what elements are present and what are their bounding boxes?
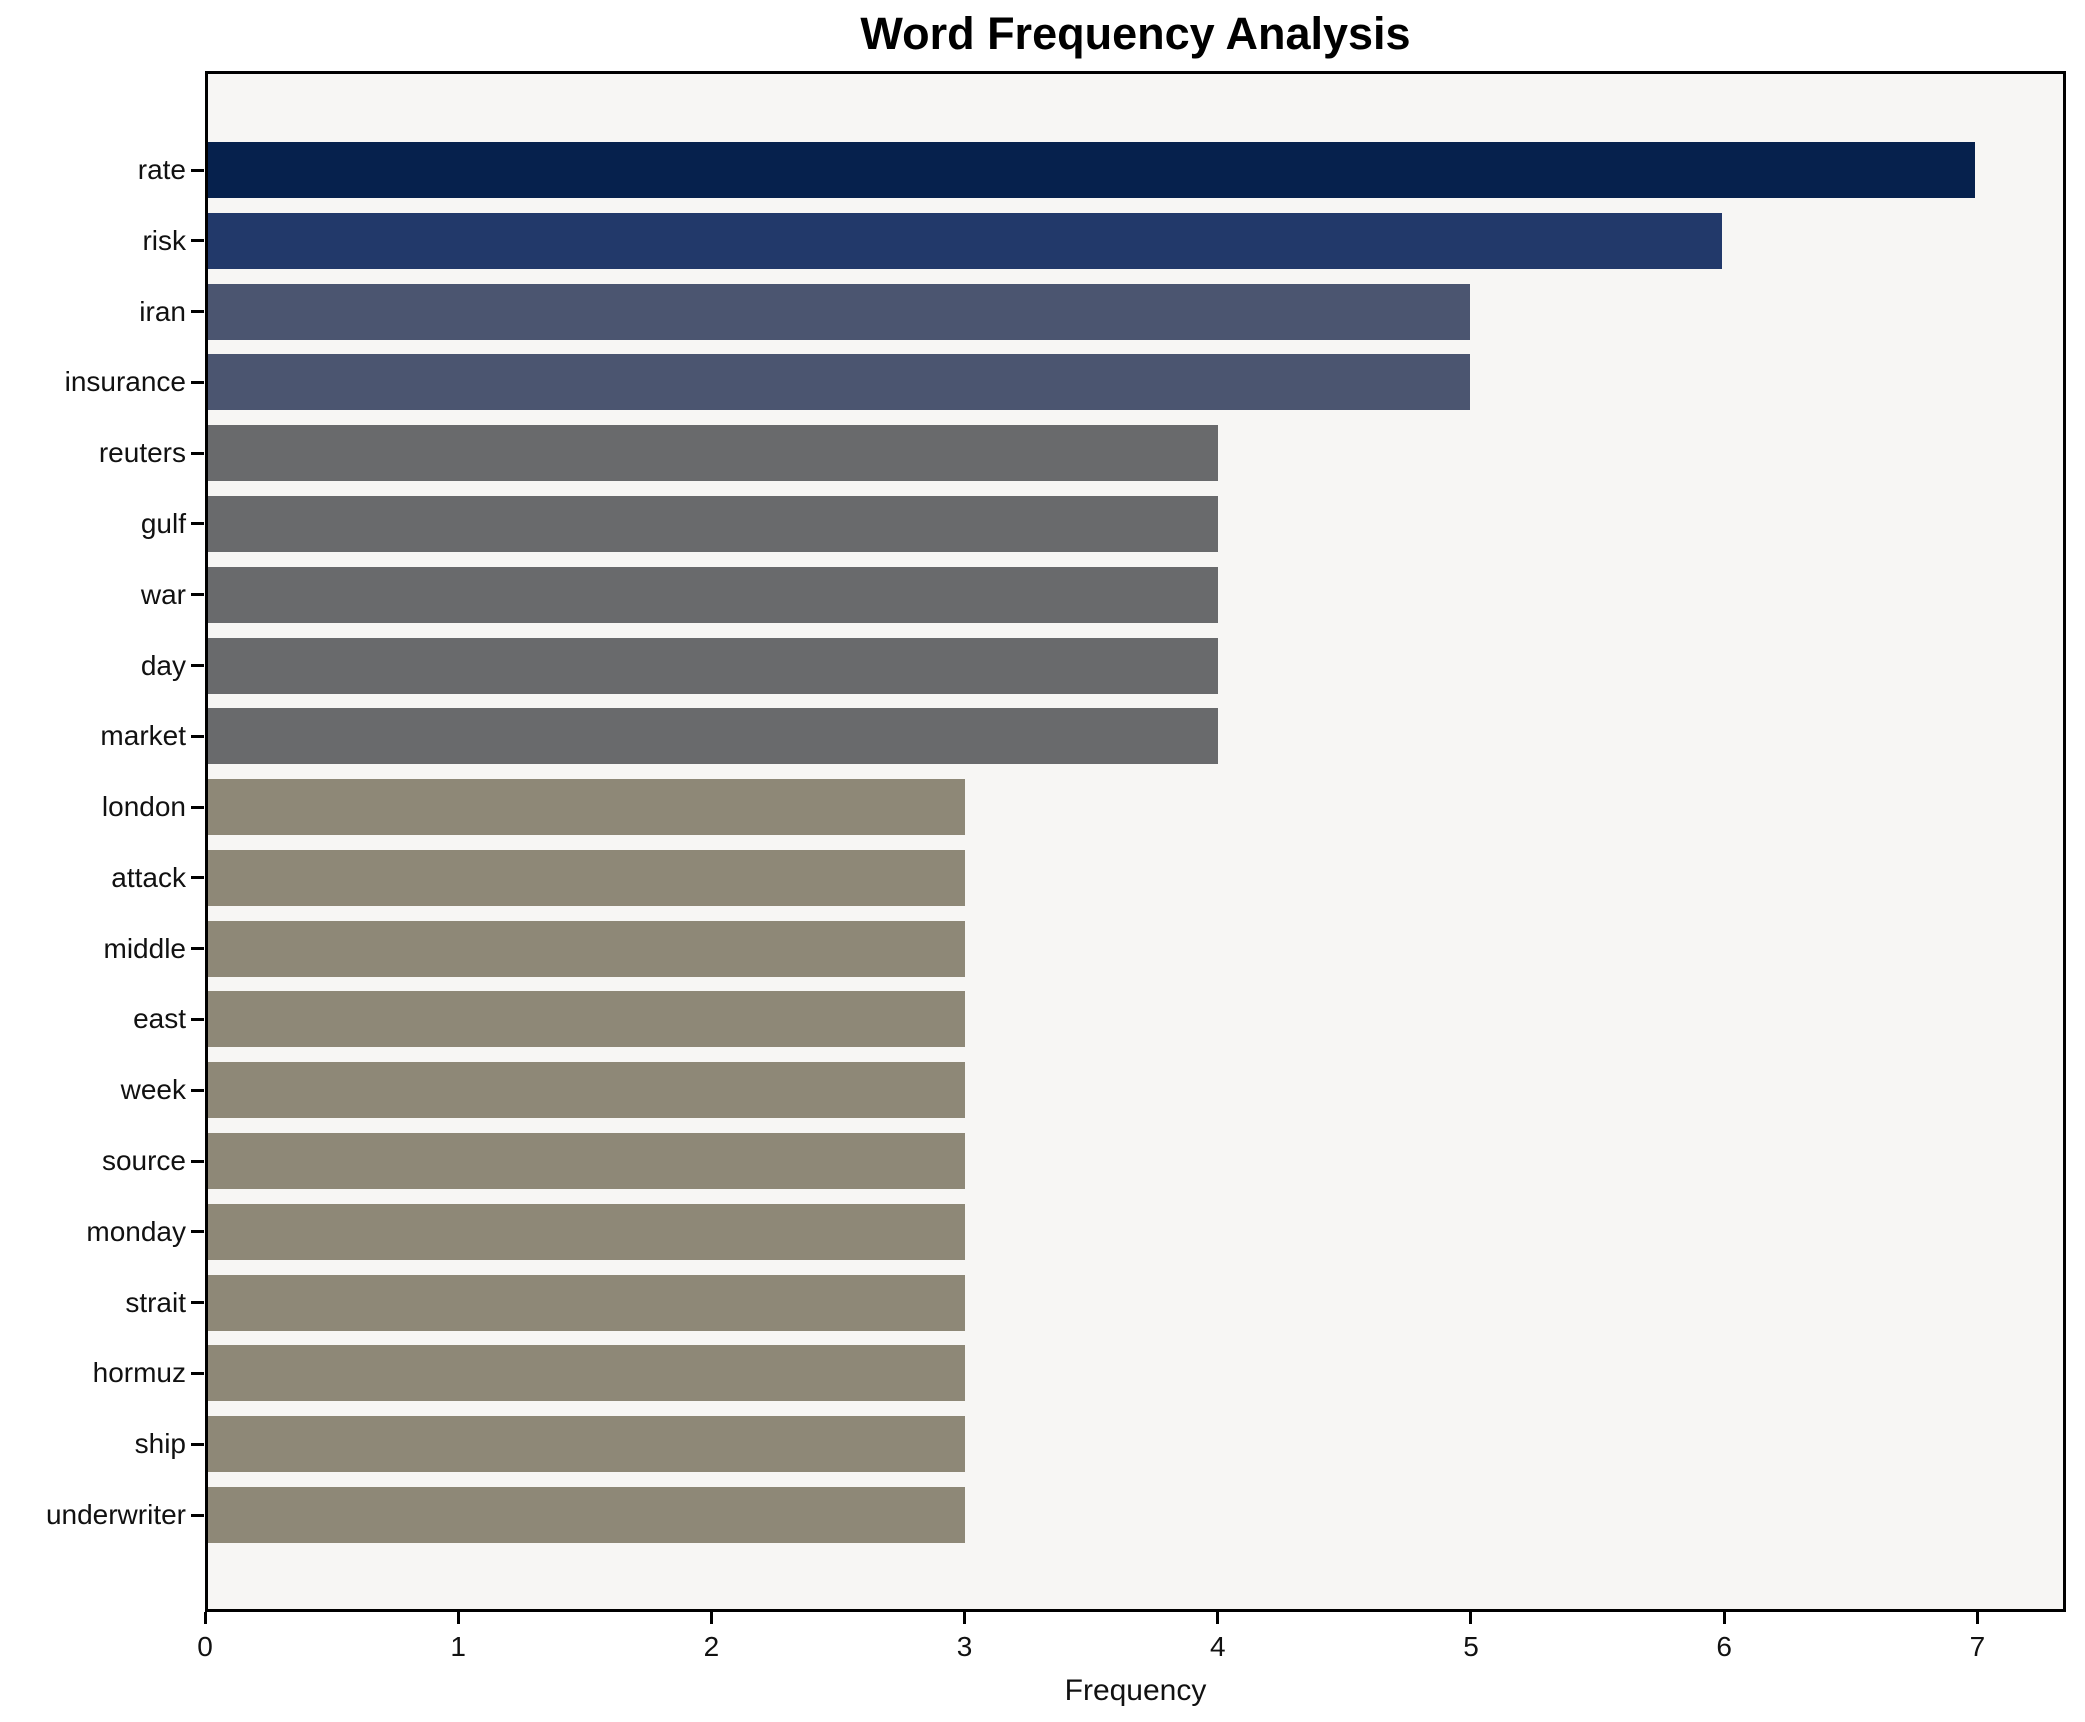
xtick-mark-6 xyxy=(1722,1612,1726,1624)
ytick-label-source: source xyxy=(101,1145,186,1177)
bar-rate xyxy=(208,142,1975,198)
ytick-mark-strait xyxy=(191,1301,204,1305)
ytick-mark-london xyxy=(191,805,204,809)
ytick-mark-day xyxy=(191,664,204,668)
bar-gulf xyxy=(208,495,1218,552)
ytick-label-strait: strait xyxy=(125,1286,186,1318)
xtick-label-3: 3 xyxy=(956,1631,973,1662)
bar-east xyxy=(208,991,966,1048)
xtick-label-6: 6 xyxy=(1716,1631,1732,1662)
xtick-mark-1 xyxy=(456,1612,460,1624)
ytick-label-ship: ship xyxy=(134,1428,186,1460)
xtick-mark-5 xyxy=(1469,1612,1473,1624)
ytick-mark-ship xyxy=(191,1442,204,1446)
bar-iran xyxy=(208,283,1470,340)
bar-monday xyxy=(208,1203,966,1260)
xtick-label-7: 7 xyxy=(1969,1631,1986,1662)
xtick-mark-2 xyxy=(709,1612,713,1624)
xtick-mark-7 xyxy=(1975,1612,1979,1624)
bar-day xyxy=(208,637,1218,694)
ytick-label-rate: rate xyxy=(137,154,186,185)
bar-war xyxy=(208,566,1218,623)
ytick-mark-gulf xyxy=(191,522,204,526)
ytick-label-hormuz: hormuz xyxy=(92,1357,186,1389)
ytick-label-attack: attack xyxy=(111,861,186,893)
ytick-label-london: london xyxy=(101,791,186,823)
ytick-label-middle: middle xyxy=(103,932,186,964)
bar-reuters xyxy=(208,425,1218,482)
bar-week xyxy=(208,1062,966,1119)
xtick-label-4: 4 xyxy=(1209,1631,1226,1662)
ytick-label-market: market xyxy=(100,720,186,752)
ytick-mark-war xyxy=(191,593,204,597)
bar-underwriter xyxy=(208,1487,966,1543)
ytick-label-reuters: reuters xyxy=(98,437,186,469)
ytick-mark-attack xyxy=(191,876,204,880)
ytick-label-east: east xyxy=(133,1003,186,1035)
ytick-mark-east xyxy=(191,1017,204,1021)
bar-source xyxy=(208,1133,966,1190)
bar-attack xyxy=(208,849,966,906)
ytick-label-iran: iran xyxy=(139,295,186,327)
bar-ship xyxy=(208,1416,966,1473)
ytick-mark-rate xyxy=(191,168,204,172)
xtick-label-2: 2 xyxy=(703,1631,720,1662)
ytick-label-underwriter: underwriter xyxy=(45,1499,186,1530)
bar-insurance xyxy=(208,354,1470,411)
ytick-label-war: war xyxy=(140,578,186,610)
xtick-label-1: 1 xyxy=(450,1631,466,1662)
ytick-mark-source xyxy=(191,1159,204,1163)
ytick-mark-risk xyxy=(191,239,204,243)
xtick-label-5: 5 xyxy=(1463,1631,1479,1662)
ytick-label-risk: risk xyxy=(142,224,186,256)
bar-market xyxy=(208,708,1218,765)
bar-strait xyxy=(208,1274,966,1331)
bar-risk xyxy=(208,212,1723,269)
chart-title: Word Frequency Analysis xyxy=(860,8,1411,59)
xtick-mark-4 xyxy=(1216,1612,1220,1624)
ytick-mark-insurance xyxy=(191,380,204,384)
ytick-label-gulf: gulf xyxy=(140,507,186,539)
bar-middle xyxy=(208,920,966,977)
xtick-label-0: 0 xyxy=(197,1631,213,1662)
ytick-mark-underwriter xyxy=(191,1513,204,1517)
ytick-label-monday: monday xyxy=(86,1215,186,1247)
ytick-mark-middle xyxy=(191,947,204,951)
xtick-mark-3 xyxy=(963,1612,967,1624)
ytick-mark-week xyxy=(191,1088,204,1092)
ytick-mark-reuters xyxy=(191,451,204,455)
ytick-mark-iran xyxy=(191,310,204,314)
ytick-label-insurance: insurance xyxy=(64,366,186,398)
ytick-label-week: week xyxy=(120,1074,186,1106)
plot-area xyxy=(205,71,2066,1612)
ytick-mark-market xyxy=(191,734,204,738)
ytick-mark-monday xyxy=(191,1230,204,1234)
ytick-mark-hormuz xyxy=(191,1371,204,1375)
bar-hormuz xyxy=(208,1345,966,1402)
ytick-label-day: day xyxy=(140,649,186,681)
x-axis-label: Frequency xyxy=(1064,1674,1207,1707)
bar-london xyxy=(208,779,966,836)
xtick-mark-0 xyxy=(203,1612,207,1624)
